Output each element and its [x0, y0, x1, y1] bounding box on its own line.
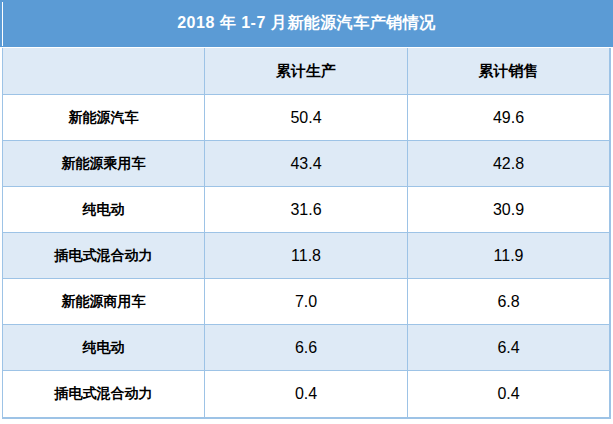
production-value: 6.6: [205, 325, 408, 370]
table-row: 插电式混合动力 0.4 0.4: [3, 371, 609, 417]
sales-value: 42.8: [408, 141, 609, 186]
sales-value: 30.9: [408, 187, 609, 232]
table-title: 2018 年 1-7 月新能源汽车产销情况: [177, 13, 436, 34]
column-header-blank: [3, 48, 205, 94]
row-label: 纯电动: [3, 325, 205, 370]
sales-value: 0.4: [408, 371, 609, 417]
table-row: 新能源乘用车 43.4 42.8: [3, 141, 609, 187]
column-header-sales: 累计销售: [408, 48, 609, 94]
sales-value: 11.9: [408, 233, 609, 278]
data-table: 累计生产 累计销售 新能源汽车 50.4 49.6 新能源乘用车 43.4 42…: [2, 48, 611, 419]
production-value: 31.6: [205, 187, 408, 232]
title-left-cell-border: [2, 2, 3, 46]
row-label: 纯电动: [3, 187, 205, 232]
table-row: 纯电动 31.6 30.9: [3, 187, 609, 233]
row-label: 新能源商用车: [3, 279, 205, 324]
header-row: 累计生产 累计销售: [3, 48, 609, 95]
table-row: 纯电动 6.6 6.4: [3, 325, 609, 371]
table-title-bar: 2018 年 1-7 月新能源汽车产销情况: [0, 0, 613, 47]
row-label: 新能源汽车: [3, 95, 205, 140]
column-header-production: 累计生产: [205, 48, 408, 94]
production-value: 50.4: [205, 95, 408, 140]
sales-value: 6.4: [408, 325, 609, 370]
screenshot-page: 2018 年 1-7 月新能源汽车产销情况 累计生产 累计销售 新能源汽车 50…: [0, 0, 613, 424]
production-value: 0.4: [205, 371, 408, 417]
row-label: 插电式混合动力: [3, 233, 205, 278]
sales-value: 49.6: [408, 95, 609, 140]
production-value: 11.8: [205, 233, 408, 278]
table-row: 插电式混合动力 11.8 11.9: [3, 233, 609, 279]
row-label: 插电式混合动力: [3, 371, 205, 417]
table-row: 新能源商用车 7.0 6.8: [3, 279, 609, 325]
row-label: 新能源乘用车: [3, 141, 205, 186]
sales-value: 6.8: [408, 279, 609, 324]
production-value: 7.0: [205, 279, 408, 324]
production-value: 43.4: [205, 141, 408, 186]
table-row: 新能源汽车 50.4 49.6: [3, 95, 609, 141]
